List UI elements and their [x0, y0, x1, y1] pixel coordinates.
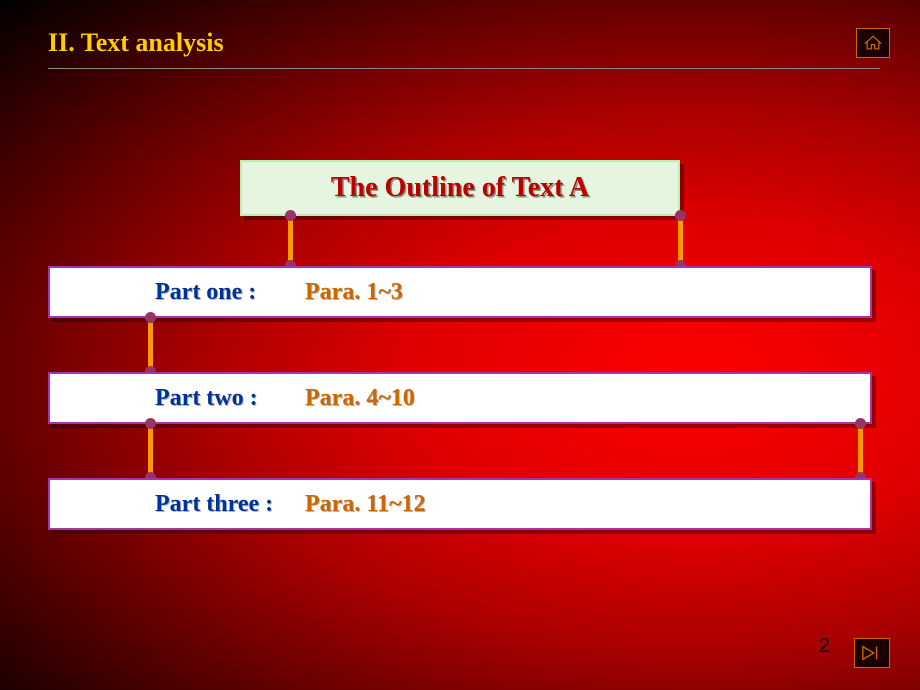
connector-line — [148, 424, 153, 478]
connector-dot — [285, 210, 296, 221]
part-range: Para. 11~12 — [305, 491, 425, 518]
section-title: II. Text analysis — [48, 28, 880, 66]
connector-title-to-part1 — [48, 216, 872, 266]
page-number: 2 — [819, 635, 830, 658]
connector-line — [148, 318, 153, 372]
connector-dot — [855, 418, 866, 429]
connector-line — [288, 216, 293, 266]
connector-line — [858, 424, 863, 478]
part-label: Part two : — [155, 385, 305, 412]
part-range: Para. 4~10 — [305, 385, 415, 412]
connector-line — [678, 216, 683, 266]
home-button[interactable] — [856, 28, 890, 58]
part-label: Part one : — [155, 279, 305, 306]
next-button[interactable] — [854, 638, 890, 668]
outline-title-box: The Outline of Text A — [240, 160, 680, 216]
part-label: Part three : — [155, 491, 305, 518]
home-icon — [863, 34, 883, 52]
part-box-1: Part one : Para. 1~3 — [48, 266, 872, 318]
part-box-3: Part three : Para. 11~12 — [48, 478, 872, 530]
connector-dot — [145, 418, 156, 429]
connector-part1-to-part2 — [48, 318, 872, 372]
connector-part2-to-part3 — [48, 424, 872, 478]
slide-content: The Outline of Text A Part one : Para. 1… — [48, 160, 872, 530]
next-arrow-icon — [861, 644, 883, 662]
outline-title-text: The Outline of Text A — [331, 172, 589, 204]
header-underline — [48, 68, 880, 69]
part-box-2: Part two : Para. 4~10 — [48, 372, 872, 424]
part-range: Para. 1~3 — [305, 279, 403, 306]
header: II. Text analysis — [48, 28, 880, 69]
connector-dot — [145, 312, 156, 323]
connector-dot — [675, 210, 686, 221]
